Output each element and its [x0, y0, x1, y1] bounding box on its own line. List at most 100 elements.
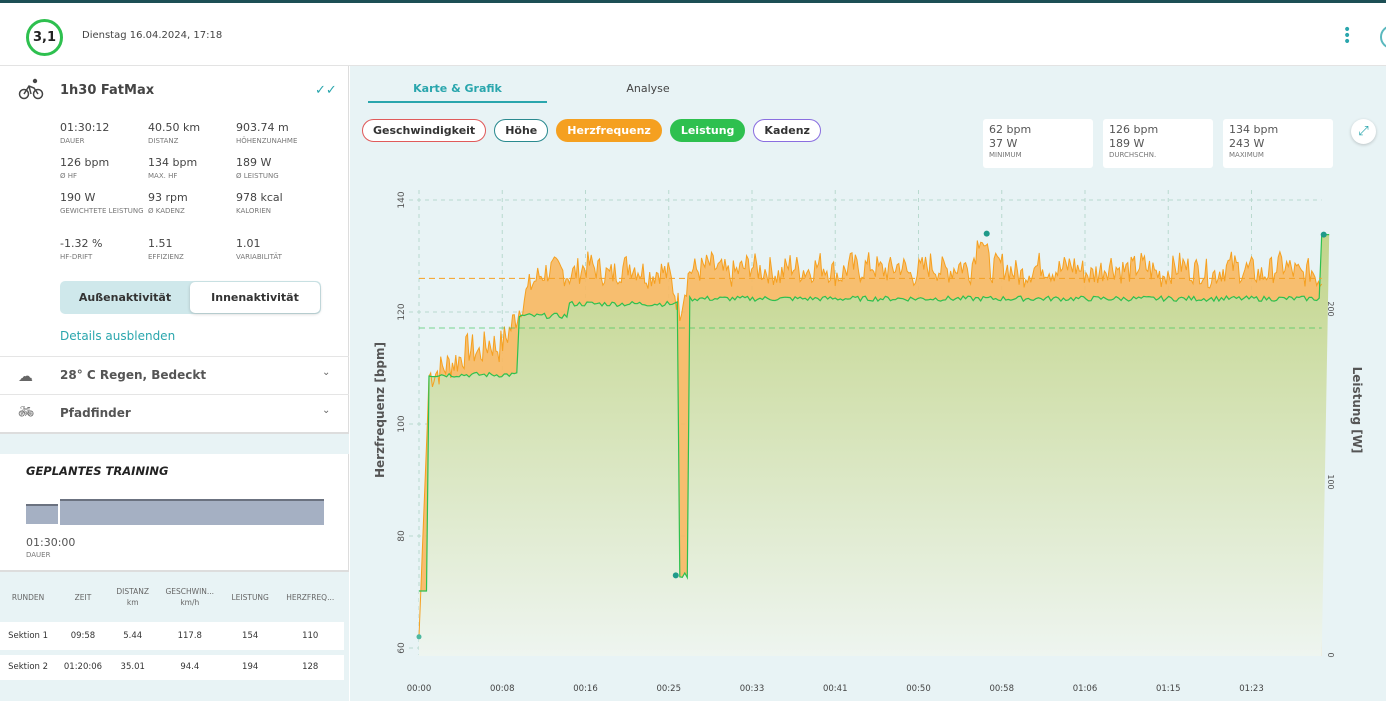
tab-map-chart[interactable]: Karte & Grafik: [368, 82, 547, 103]
laps-table: RUNDEN ZEIT DISTANZ km GESCHWIN... km/h LEISTU…: [0, 570, 349, 701]
column-header[interactable]: ZEIT: [56, 572, 110, 622]
column-header-label: LEISTUNG: [231, 592, 269, 602]
table-cell: 154: [223, 622, 277, 655]
max-hr-marker: [983, 230, 990, 237]
summary-hr: 62 bpm: [989, 123, 1032, 136]
stat-value: 1.01: [236, 237, 261, 250]
column-header-label: RUNDEN: [11, 592, 45, 602]
stat-label: Ø HF: [60, 172, 78, 180]
x-tick-label: 00:41: [823, 684, 848, 694]
summary-power: 37 W: [989, 137, 1018, 150]
table-cell: 01:20:06: [56, 652, 110, 685]
indoor-option[interactable]: Innenaktivität: [190, 282, 320, 313]
summary-box: 134 bpm 243 W MAXIMUM: [1223, 119, 1333, 168]
activity-date: Dienstag 16.04.2024, 17:18: [82, 30, 223, 41]
table-row[interactable]: Sektion 1 09:58 5.44 117.8 154 110: [0, 622, 344, 655]
hide-details-link[interactable]: Details ausblenden: [60, 329, 176, 343]
stat-value: 126 bpm: [60, 156, 110, 169]
table-cell: 128: [276, 652, 344, 685]
stat-item: 134 bpm MAX. HF: [148, 156, 234, 181]
y2-axis-title: Leistung [W]: [1350, 367, 1364, 454]
y-tick-label: 140: [397, 191, 407, 208]
series-toggles: Geschwindigkeit Höhe Herzfrequenz Leistung K…: [362, 119, 821, 142]
table-cell: 09:58: [56, 622, 110, 655]
column-header[interactable]: GESCHWIN... km/h: [156, 572, 224, 622]
activity-type-toggle: Außenaktivität Innenaktivität: [60, 281, 321, 314]
close-circle-button[interactable]: [1380, 25, 1386, 49]
power-area: [419, 234, 1330, 656]
more-options-icon[interactable]: • • •: [1343, 22, 1352, 50]
weather-row[interactable]: ☁ 28° C Regen, Bedeckt ⌄: [0, 356, 349, 394]
stat-value: 93 rpm: [148, 191, 188, 204]
planned-interval-bar: [26, 504, 58, 524]
stat-value: 01:30:12: [60, 121, 110, 134]
stat-label: GEWICHTETE LEISTUNG: [60, 207, 144, 215]
stat-item: 1.51 EFFIZIENZ: [148, 237, 234, 262]
stat-item: 190 W GEWICHTETE LEISTUNG: [60, 191, 146, 216]
outdoor-option[interactable]: Außenaktivität: [78, 291, 172, 304]
y-tick-label: 80: [397, 530, 407, 542]
series-toggle-leistung[interactable]: Leistung: [669, 119, 746, 142]
tab-analysis[interactable]: Analyse: [626, 82, 670, 95]
stat-value: 40.50 km: [148, 121, 201, 134]
series-toggle-kadenz[interactable]: Kadenz: [753, 119, 821, 142]
x-tick-label: 01:15: [1156, 684, 1181, 694]
y2-tick-label: 100: [1326, 474, 1335, 489]
column-header[interactable]: LEISTUNG: [224, 572, 277, 622]
column-header[interactable]: HERZFREQ...: [276, 572, 344, 622]
x-tick-label: 01:06: [1073, 684, 1098, 694]
column-header[interactable]: RUNDEN: [0, 572, 56, 622]
summary-box: 62 bpm 37 W MINIMUM: [983, 119, 1093, 168]
stat-label: Ø KADENZ: [148, 207, 185, 215]
x-tick-label: 00:16: [573, 684, 598, 694]
x-tick-label: 00:58: [989, 684, 1014, 694]
summary-power: 243 W: [1229, 137, 1265, 150]
table-row[interactable]: Sektion 2 01:20:06 35.01 94.4 194 128: [0, 652, 344, 685]
x-tick-label: 00:50: [906, 684, 931, 694]
summary-box: 126 bpm 189 W DURCHSCHN.: [1103, 119, 1213, 168]
summary-label: DURCHSCHN.: [1109, 151, 1157, 159]
rain-cloud-icon: ☁: [18, 367, 33, 385]
stat-item: -1.32 % HF-DRIFT: [60, 237, 146, 262]
synced-check-icon: ✓✓: [315, 83, 337, 98]
column-header[interactable]: DISTANZ km: [110, 572, 156, 622]
table-cell: 35.01: [109, 652, 156, 685]
x-tick-label: 00:33: [740, 684, 765, 694]
weather-text: 28° C Regen, Bedeckt: [60, 368, 207, 382]
column-header-unit: km: [126, 598, 139, 607]
stat-item: 903.74 m HÖHENZUNAHME: [236, 121, 322, 146]
hr-line: [418, 240, 1323, 637]
series-toggle-geschwindigkeit[interactable]: Geschwindigkeit: [362, 119, 487, 142]
y-axis-title: Herzfrequenz [bpm]: [373, 342, 387, 478]
y-tick-label: 100: [397, 415, 407, 432]
planned-training: GEPLANTES TRAINING 01:30:00 DAUER: [0, 454, 349, 570]
stat-value: 190 W: [60, 191, 96, 204]
table-cell: 194: [223, 652, 277, 685]
stat-label: Ø LEISTUNG: [236, 172, 279, 180]
bike-row[interactable]: 🚲︎ Pfadfinder ⌄: [0, 394, 349, 432]
y2-tick-label: 200: [1326, 301, 1335, 316]
x-tick-label: 00:25: [656, 684, 681, 694]
max-power-marker: [1320, 231, 1327, 238]
stat-value: 134 bpm: [148, 156, 198, 169]
divider: [0, 432, 349, 454]
fullscreen-icon[interactable]: ⤢: [1351, 119, 1376, 144]
series-toggle-höhe[interactable]: Höhe: [494, 119, 549, 142]
header-bar: 3,1 Dienstag 16.04.2024, 17:18 • • •: [0, 0, 1386, 66]
stat-label: VARIABILITÄT: [236, 253, 282, 261]
stat-item: 93 rpm Ø KADENZ: [148, 191, 234, 216]
stat-item: 189 W Ø LEISTUNG: [236, 156, 322, 181]
x-tick-label: 01:23: [1239, 684, 1264, 694]
series-toggle-herzfrequenz[interactable]: Herzfrequenz: [556, 119, 662, 142]
y2-tick-label: 0: [1326, 652, 1335, 657]
column-header-label: GESCHWIN...: [165, 587, 215, 596]
summary-hr: 126 bpm: [1109, 123, 1159, 136]
column-header-label: DISTANZ: [116, 587, 150, 596]
stat-label: EFFIZIENZ: [148, 253, 184, 261]
column-header-unit: km/h: [180, 598, 200, 607]
summary-power: 189 W: [1109, 137, 1145, 150]
activity-sidebar: 1h30 FatMax ✓✓ 01:30:12 DAUER 40.50 km DIST…: [0, 66, 349, 701]
planned-interval-bar: [60, 499, 324, 525]
stat-item: 1.01 VARIABILITÄT: [236, 237, 322, 262]
